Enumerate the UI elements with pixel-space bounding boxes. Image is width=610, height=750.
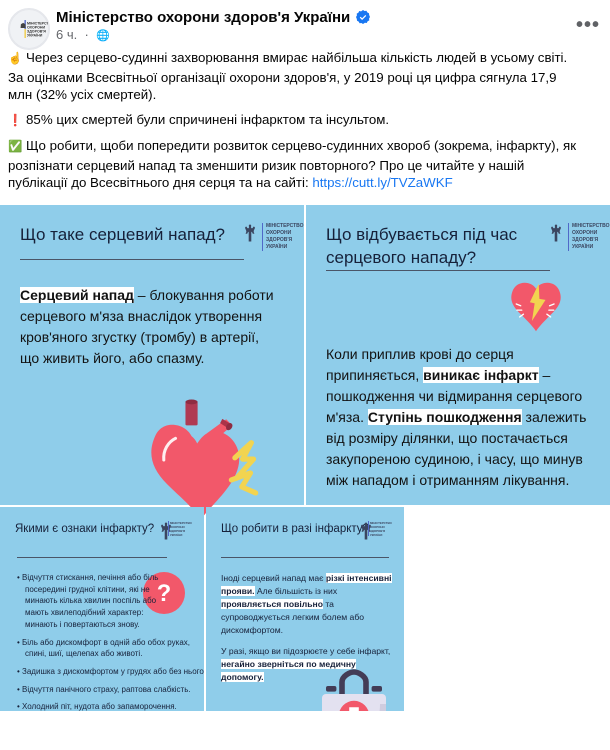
- svg-text:УКРАЇНИ: УКРАЇНИ: [27, 34, 43, 38]
- svg-text:☗: ☗: [20, 22, 26, 30]
